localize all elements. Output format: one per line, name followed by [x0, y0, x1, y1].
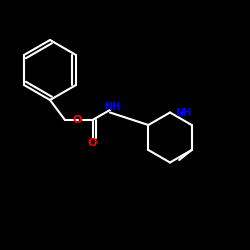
- Text: NH: NH: [175, 108, 191, 118]
- Text: O: O: [88, 138, 97, 147]
- Text: NH: NH: [104, 102, 120, 113]
- Text: O: O: [73, 115, 82, 125]
